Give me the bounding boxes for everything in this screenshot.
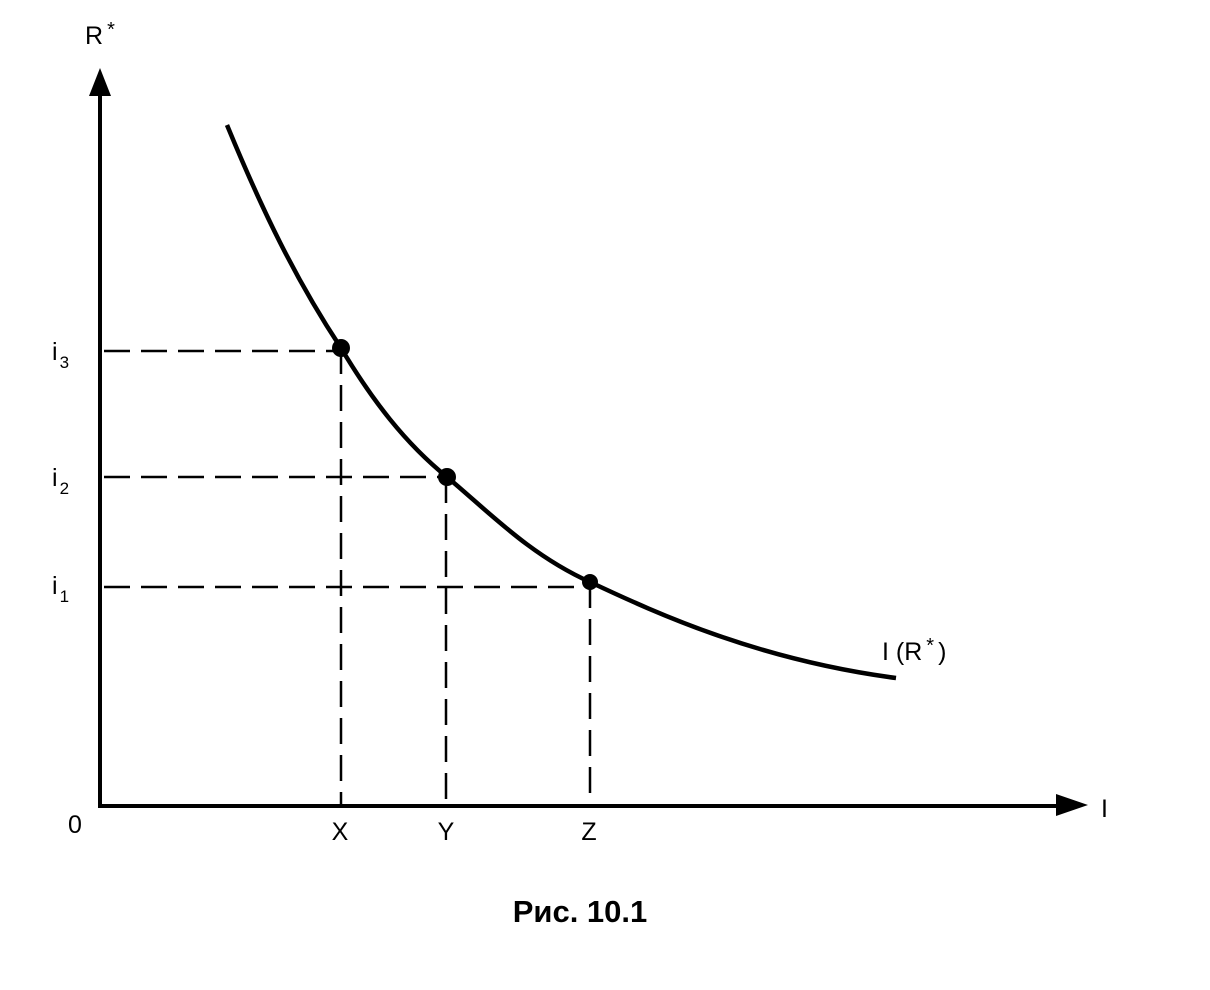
curve-label: I (R *) (882, 635, 946, 666)
x-tick-label-y: Y (438, 818, 455, 846)
figure-caption: Рис. 10.1 (513, 894, 648, 929)
x-tick-label-x: X (332, 818, 349, 846)
x-tick-label-z: Z (581, 818, 596, 846)
y-axis-label: R * (85, 19, 115, 50)
x-axis-arrowhead (1056, 794, 1088, 816)
investment-curve (224, 124, 897, 681)
point-y (438, 468, 456, 486)
y-axis-arrowhead (89, 68, 111, 96)
point-z (582, 574, 598, 590)
dashed-guides (104, 348, 592, 806)
point-x (332, 339, 350, 357)
origin-label: 0 (68, 811, 82, 839)
x-axis-label: I (1101, 795, 1108, 823)
